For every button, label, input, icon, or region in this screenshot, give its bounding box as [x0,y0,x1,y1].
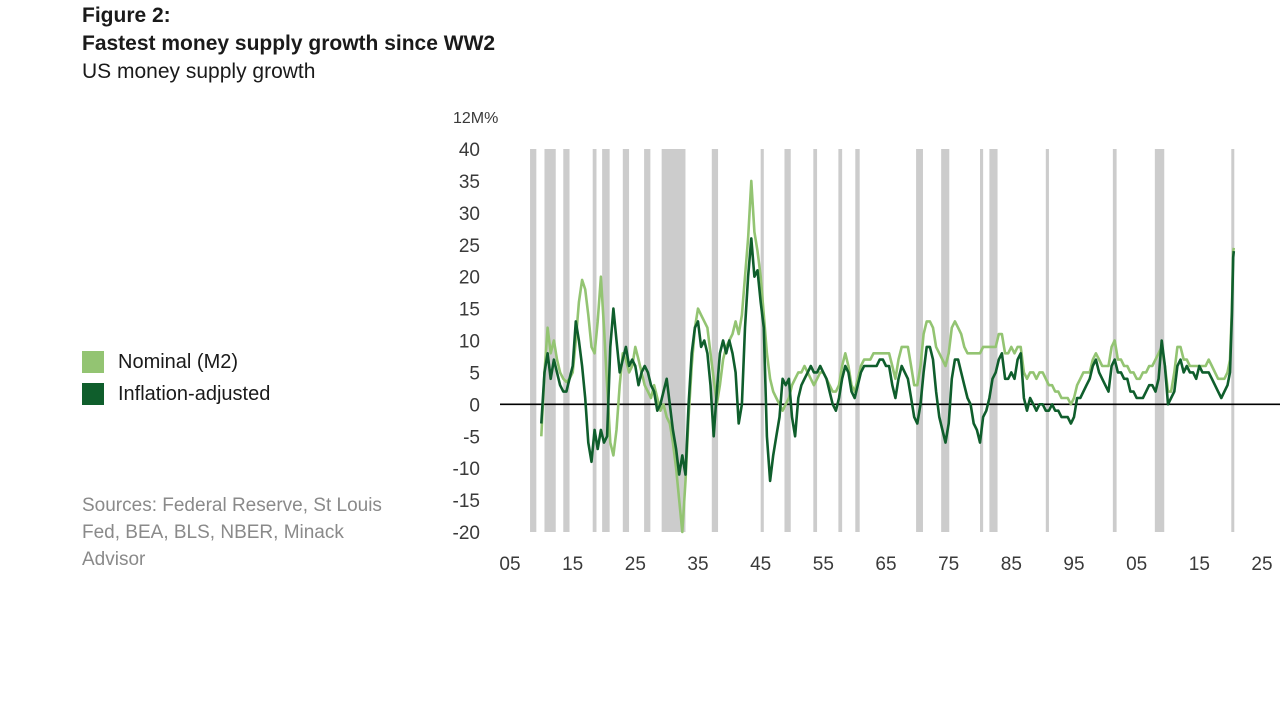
legend-item-real: Inflation-adjusted [82,378,270,410]
x-tick-label: 55 [813,554,834,575]
y-tick-label: -20 [453,523,480,544]
y-tick-label: 15 [459,300,480,321]
x-tick-label: 75 [938,554,959,575]
y-tick-label: -10 [453,459,480,480]
y-axis: 40 35 30 25 20 15 10 5 0 -5 -10 -15 -20 [453,140,480,544]
x-tick-label: 85 [1001,554,1022,575]
legend-swatch-nominal [82,351,104,373]
recession-band-18 [1045,149,1049,532]
legend: Nominal (M2) Inflation-adjusted [82,346,270,410]
legend-item-nominal: Nominal (M2) [82,346,270,378]
x-tick-label: 15 [562,554,583,575]
series-real-line [540,237,1236,483]
recession-band-17 [989,149,998,532]
y-tick-label: 10 [459,332,480,353]
y-tick-label: -15 [453,491,480,512]
recession-band-8 [711,149,719,532]
x-tick-label: 65 [875,554,896,575]
recession-band-14 [916,149,923,532]
chart-title: Fastest money supply growth since WW2 [82,32,496,55]
x-tick-label: 25 [1251,554,1272,575]
x-tick-label: 45 [750,554,771,575]
recession-band-12 [838,149,843,532]
recession-band-16 [980,149,984,532]
y-tick-label: 0 [469,395,480,416]
y-unit-label: 12M% [453,110,498,127]
series-nominal-line [540,179,1236,534]
recession-band-11 [813,149,818,532]
recession-band-10 [784,149,791,532]
y-tick-label: 20 [459,268,480,289]
legend-swatch-real [82,383,104,405]
sources-note: Sources: Federal Reserve, St Louis Fed, … [82,495,382,570]
legend-label-nominal: Nominal (M2) [118,350,239,373]
y-tick-label: 30 [459,204,480,225]
recession-band-0 [530,149,537,532]
y-tick-label: 25 [459,236,480,257]
recession-band-13 [855,149,860,532]
recession-band-5 [622,149,630,532]
recession-band-6 [644,149,651,532]
figure-header: Figure 2: Fastest money supply growth si… [82,2,495,86]
x-axis: 05 15 25 35 45 55 65 75 85 95 05 15 25 [499,554,1272,575]
series [540,179,1236,534]
y-tick-label: 5 [469,363,480,384]
legend-label-real: Inflation-adjusted [118,382,271,405]
recession-band-15 [941,149,950,532]
figure-label: Figure 2: [82,4,171,27]
x-tick-label: 95 [1063,554,1084,575]
y-tick-label: 35 [459,172,480,193]
recession-band-7 [661,149,686,532]
chart-subtitle: US money supply growth [82,60,316,83]
recession-band-20 [1154,149,1165,532]
recession-band-9 [760,149,764,532]
recession-shading [530,149,1235,532]
x-tick-label: 25 [625,554,646,575]
recession-band-2 [563,149,570,532]
recession-band-21 [1231,149,1235,532]
x-tick-label: 35 [687,554,708,575]
x-tick-label: 15 [1189,554,1210,575]
x-tick-label: 05 [499,554,520,575]
x-tick-label: 05 [1126,554,1147,575]
y-tick-label: 40 [459,140,480,161]
y-tick-label: -5 [463,427,480,448]
